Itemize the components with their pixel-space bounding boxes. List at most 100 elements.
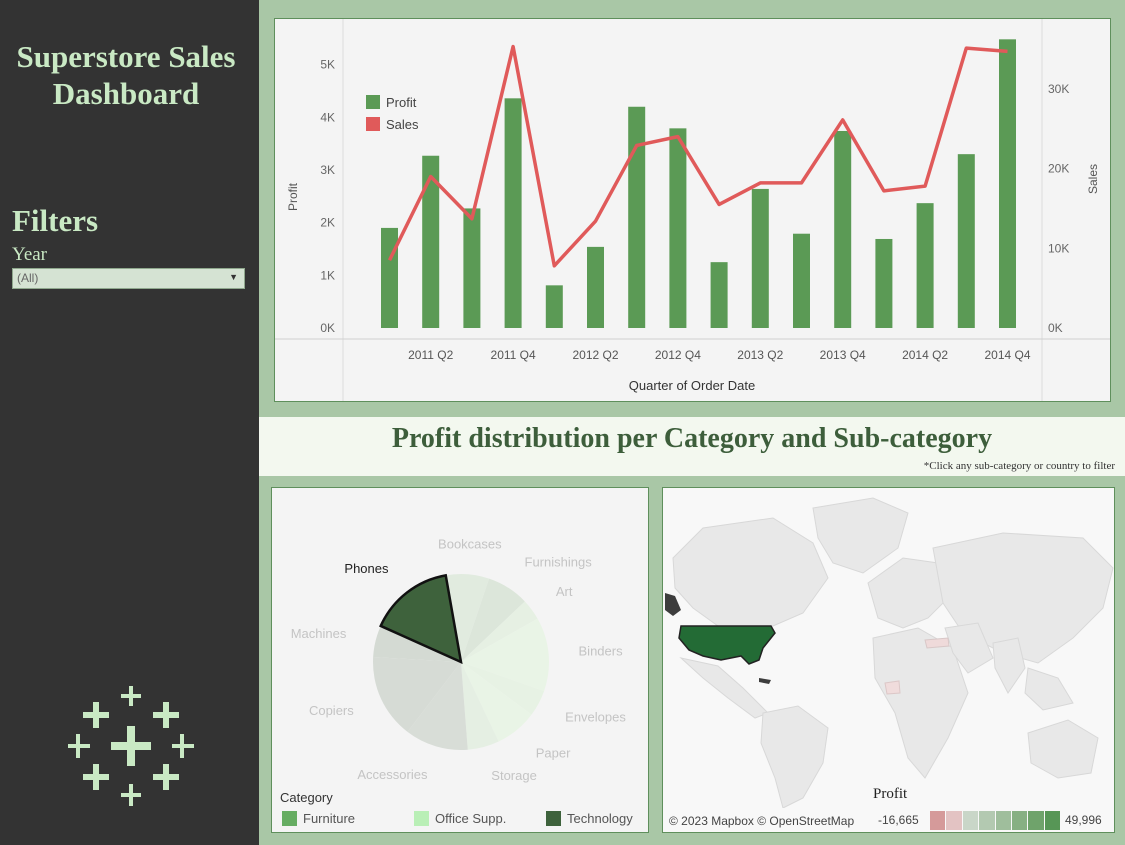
- y-tick-left: 1K: [320, 268, 335, 282]
- legend-label-profit[interactable]: Profit: [386, 95, 417, 110]
- pie-slice-paper[interactable]: [461, 662, 532, 742]
- filters-heading: Filters: [12, 203, 99, 238]
- year-filter-label: Year: [12, 244, 48, 265]
- subcategory-pie-chart[interactable]: Bookcases Furnishings Art Binders Envelopes P…: [272, 488, 648, 788]
- map-southeast-asia[interactable]: [1024, 667, 1074, 711]
- section-note: *Click any sub-category or country to fi…: [923, 460, 1115, 472]
- profit-bar[interactable]: [875, 238, 893, 328]
- y-axis-left-title: Profit: [286, 182, 300, 211]
- ramp-step: [979, 811, 996, 830]
- y-tick-left: 2K: [320, 216, 335, 230]
- y-tick-left: 5K: [320, 58, 335, 72]
- legend-label: Office Supp.: [435, 811, 507, 827]
- profit-bar[interactable]: [957, 154, 975, 328]
- y-tick-right: 20K: [1048, 162, 1069, 176]
- profit-bar[interactable]: [710, 262, 728, 328]
- year-filter-value: (All): [17, 271, 39, 285]
- profit-bar[interactable]: [999, 39, 1016, 329]
- x-tick-label: 2012 Q4: [655, 348, 701, 362]
- profit-legend-max: 49,996: [1065, 813, 1102, 827]
- legend-item-furniture[interactable]: Furniture: [282, 810, 355, 827]
- profit-map-panel: © 2023 Mapbox © OpenStreetMap Profit -16…: [662, 487, 1115, 833]
- year-filter-select[interactable]: (All) ▼: [12, 268, 245, 289]
- sidebar: Superstore Sales Dashboard Filters Year …: [0, 0, 259, 845]
- pie-slice-storage[interactable]: [461, 662, 499, 750]
- map-nigeria[interactable]: [884, 680, 901, 695]
- map-united-states[interactable]: [678, 625, 776, 665]
- x-axis-title: Quarter of Order Date: [629, 378, 755, 393]
- profit-bar[interactable]: [422, 155, 440, 328]
- x-tick-label: 2011 Q2: [408, 348, 453, 362]
- profit-sales-chart-panel: 0K 1K 2K 3K 4K 5K 0K 10K 20K 30K 2011 Q2 2011 Q4 201…: [274, 18, 1111, 402]
- map-middle-east[interactable]: [944, 622, 994, 674]
- pie-slice-accessories[interactable]: [407, 662, 468, 750]
- legend-label-sales[interactable]: Sales: [386, 117, 419, 132]
- profit-bar[interactable]: [834, 130, 852, 328]
- y-tick-right: 0K: [1048, 321, 1063, 335]
- pie-slice-bookcases[interactable]: [445, 574, 490, 662]
- map-turkey[interactable]: [924, 637, 950, 649]
- ramp-step: [1028, 811, 1045, 830]
- map-canada[interactable]: [672, 517, 829, 627]
- profit-bar[interactable]: [381, 227, 398, 328]
- dropdown-arrow-icon: ▼: [229, 272, 238, 282]
- map-south-america[interactable]: [760, 705, 829, 809]
- map-africa[interactable]: [872, 627, 969, 779]
- pie-label: Accessories: [357, 767, 428, 782]
- y-tick-right: 30K: [1048, 82, 1069, 96]
- profit-bar[interactable]: [669, 128, 687, 328]
- pie-label: Art: [556, 584, 573, 599]
- map-india[interactable]: [992, 637, 1026, 694]
- map-alaska[interactable]: [665, 593, 681, 616]
- y-tick-left: 0K: [320, 321, 335, 335]
- sales-line[interactable]: [387, 44, 1008, 268]
- profit-bar[interactable]: [545, 285, 563, 328]
- profit-bar[interactable]: [628, 106, 646, 328]
- ramp-step: [946, 811, 963, 830]
- pie-slice-art[interactable]: [461, 601, 538, 662]
- pie-slice-furnishings[interactable]: [461, 578, 525, 662]
- pie-slice-phones[interactable]: [379, 573, 463, 665]
- pie-slice-copiers[interactable]: [373, 657, 461, 732]
- y-axis-right-title: Sales: [1086, 164, 1100, 194]
- profit-bar[interactable]: [793, 233, 810, 328]
- profit-bar[interactable]: [916, 203, 934, 328]
- profit-bar[interactable]: [504, 98, 522, 328]
- pie-label: Paper: [536, 745, 571, 760]
- legend-swatch: [282, 811, 297, 827]
- map-australia[interactable]: [1027, 719, 1099, 779]
- profit-color-ramp: [930, 811, 1061, 830]
- pie-label: Binders: [579, 643, 624, 658]
- map-mexico-central-america[interactable]: [679, 657, 769, 719]
- ramp-step: [930, 811, 947, 830]
- ramp-step: [962, 811, 980, 830]
- pie-label: Furnishings: [525, 555, 593, 570]
- pie-slice-envelopes[interactable]: [461, 662, 545, 715]
- pie-slice-binders[interactable]: [461, 618, 549, 692]
- legend-item-office-supplies[interactable]: Office Supp.: [414, 810, 507, 827]
- ramp-step: [1044, 811, 1061, 830]
- x-tick-label: 2012 Q2: [572, 348, 618, 362]
- y-tick-left: 4K: [320, 110, 335, 124]
- tableau-logo-icon: [68, 686, 194, 806]
- x-tick-label: 2014 Q2: [902, 348, 948, 362]
- category-pie-panel: Bookcases Furnishings Art Binders Envelopes P…: [271, 487, 649, 833]
- profit-bar[interactable]: [463, 208, 481, 328]
- section-header: Profit distribution per Category and Sub…: [259, 417, 1125, 476]
- map-greenland[interactable]: [812, 497, 909, 574]
- profit-bar[interactable]: [587, 246, 604, 328]
- legend-swatch: [414, 811, 429, 827]
- pie-label: Bookcases: [438, 536, 502, 551]
- pie-label: Storage: [491, 768, 537, 783]
- pie-label: Copiers: [309, 703, 354, 718]
- world-map[interactable]: [663, 488, 1114, 809]
- y-tick-right: 10K: [1048, 241, 1069, 255]
- map-cuba[interactable]: [759, 678, 771, 684]
- dashboard-title: Superstore Sales Dashboard: [16, 39, 236, 111]
- x-tick-label: 2013 Q2: [737, 348, 783, 362]
- legend-label: Technology: [567, 811, 633, 827]
- profit-bar[interactable]: [751, 188, 769, 328]
- pie-label: Machines: [291, 626, 347, 641]
- legend-item-technology[interactable]: Technology: [546, 810, 633, 827]
- map-europe[interactable]: [867, 557, 949, 629]
